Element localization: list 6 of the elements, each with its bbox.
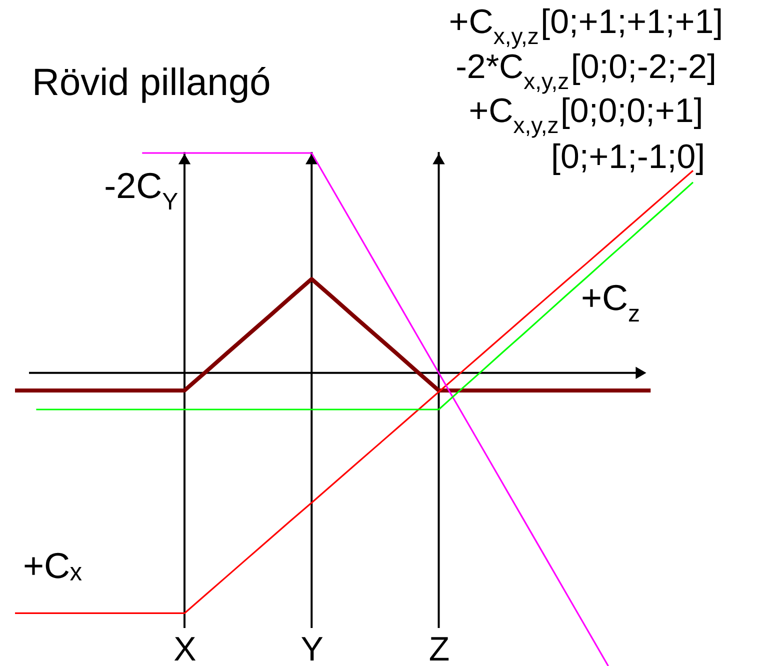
chart-title: Rövid pillangó [32, 62, 271, 104]
x-tick-label: X [174, 630, 196, 666]
series-label: +Cₓ [23, 545, 82, 586]
x-tick-label: Z [428, 630, 450, 666]
x-tick-label: Y [300, 630, 324, 666]
annotation: [0;+1;-1;0] [551, 138, 706, 176]
